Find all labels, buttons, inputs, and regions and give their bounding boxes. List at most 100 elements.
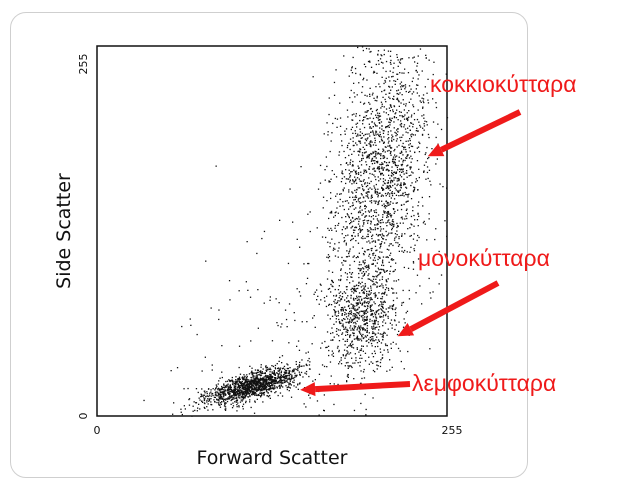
scatter-point (375, 209, 377, 211)
scatter-point (238, 406, 240, 408)
scatter-point (375, 144, 377, 146)
scatter-point (403, 72, 405, 74)
scatter-point (221, 401, 223, 403)
scatter-point (208, 398, 211, 400)
scatter-point (355, 359, 357, 362)
scatter-point (354, 132, 357, 135)
scatter-point (395, 307, 397, 309)
scatter-point (278, 302, 280, 304)
scatter-point (233, 393, 235, 395)
scatter-point (210, 401, 212, 403)
scatter-point (385, 308, 387, 310)
scatter-point (387, 133, 389, 136)
scatter-point (363, 288, 365, 290)
scatter-point (354, 171, 356, 173)
scatter-point (383, 82, 385, 85)
scatter-point (412, 106, 415, 108)
scatter-point (401, 136, 403, 138)
scatter-point (296, 288, 298, 290)
scatter-point (399, 189, 401, 191)
scatter-point (350, 303, 352, 305)
scatter-point (247, 388, 249, 390)
scatter-point (377, 50, 380, 52)
scatter-point (379, 348, 381, 350)
scatter-point (355, 113, 357, 115)
scatter-point (379, 234, 382, 236)
scatter-point (405, 186, 407, 188)
scatter-point (351, 114, 353, 116)
scatter-point (242, 384, 245, 386)
scatter-point (241, 390, 243, 392)
scatter-point (389, 215, 392, 217)
scatter-point (384, 301, 386, 303)
scatter-point (417, 146, 420, 148)
scatter-point (404, 191, 406, 194)
scatter-point (397, 73, 399, 75)
scatter-point (404, 159, 406, 162)
scatter-point (258, 386, 260, 388)
scatter-point (201, 400, 203, 402)
scatter-point (390, 214, 393, 216)
scatter-point (363, 103, 365, 105)
scatter-point (364, 138, 367, 140)
scatter-point (366, 144, 368, 146)
scatter-point (393, 171, 395, 174)
scatter-point (397, 209, 399, 211)
scatter-point (385, 70, 387, 73)
scatter-point (371, 345, 373, 347)
scatter-point (416, 239, 418, 242)
scatter-point (368, 294, 370, 296)
scatter-point (384, 322, 387, 324)
scatter-point (360, 327, 362, 329)
scatter-point (355, 257, 357, 259)
scatter-point (349, 271, 351, 274)
scatter-point (230, 403, 232, 405)
scatter-point (366, 220, 368, 222)
scatter-point (348, 208, 350, 210)
scatter-point (388, 121, 390, 123)
scatter-point (381, 336, 383, 338)
scatter-point (417, 109, 419, 111)
scatter-point (351, 327, 354, 329)
scatter-point (200, 394, 203, 396)
scatter-point (355, 142, 357, 144)
scatter-point (336, 333, 338, 336)
scatter-point (369, 87, 371, 89)
scatter-point (353, 327, 356, 329)
scatter-point (238, 389, 241, 391)
scatter-point (360, 333, 362, 335)
scatter-point (375, 132, 377, 134)
scatter-point (195, 402, 197, 404)
scatter-point (383, 141, 385, 143)
scatter-point (350, 345, 353, 347)
scatter-point (231, 380, 233, 382)
scatter-point (390, 63, 392, 65)
scatter-point (197, 407, 199, 409)
scatter-point (370, 200, 373, 202)
scatter-point (387, 182, 389, 184)
scatter-point (276, 377, 278, 379)
scatter-point (363, 171, 365, 173)
scatter-point (335, 311, 337, 313)
scatter-point (224, 389, 227, 391)
scatter-point (359, 365, 361, 367)
scatter-point (263, 230, 266, 233)
scatter-point (398, 179, 400, 181)
scatter-point (412, 210, 414, 212)
scatter-point (358, 229, 360, 231)
scatter-point (332, 122, 334, 125)
scatter-point (422, 106, 424, 108)
scatter-point (388, 140, 390, 142)
scatter-point (388, 195, 391, 197)
scatter-point (210, 391, 212, 393)
scatter-point (385, 279, 387, 281)
scatter-point (280, 378, 282, 381)
scatter-point (355, 179, 357, 182)
scatter-point (396, 54, 398, 56)
scatter-point (289, 188, 291, 190)
scatter-point (322, 196, 325, 198)
scatter-point (392, 110, 394, 113)
scatter-point (240, 385, 242, 387)
scatter-point (364, 200, 366, 202)
